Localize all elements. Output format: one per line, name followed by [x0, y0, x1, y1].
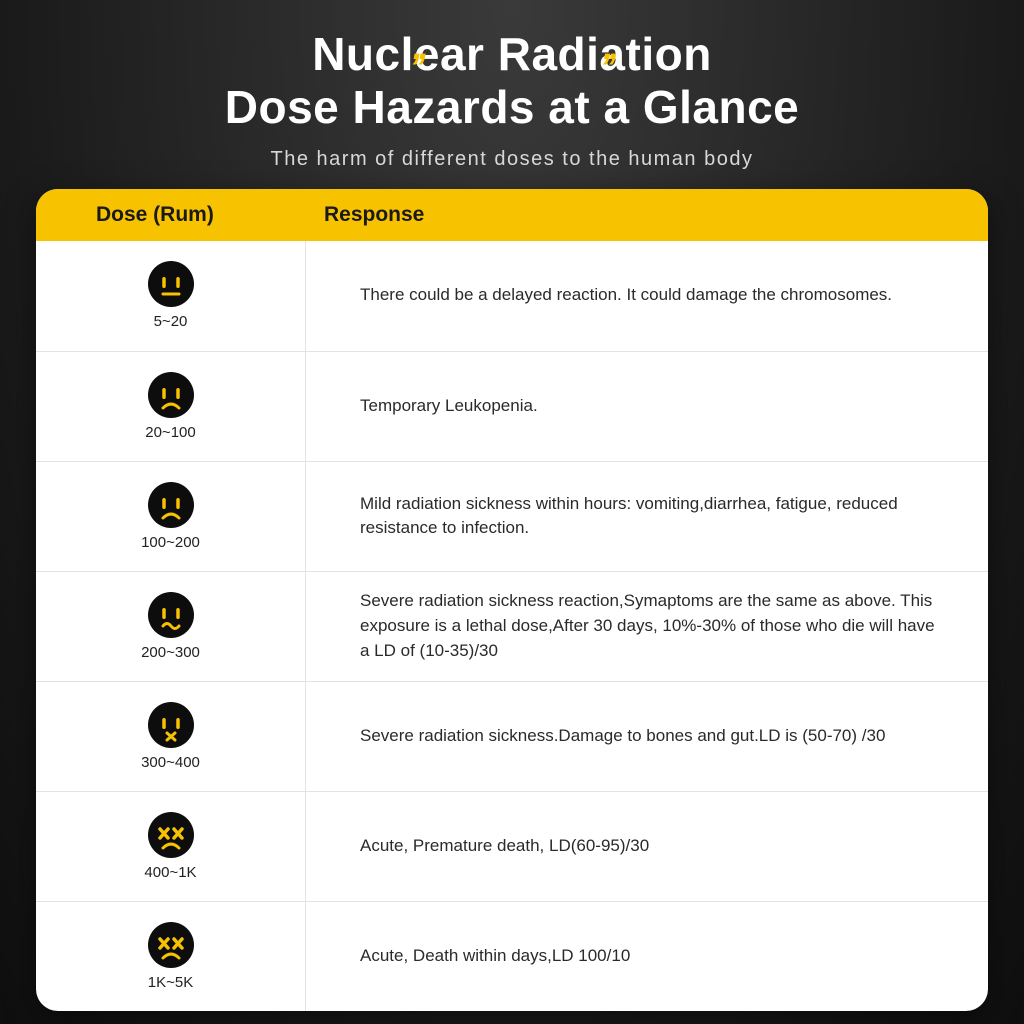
- face-wavy-icon: [148, 592, 194, 638]
- face-dead-icon: [148, 812, 194, 858]
- table-row: 200~300 Severe radiation sickness reacti…: [36, 571, 988, 681]
- face-dead-icon: [148, 922, 194, 968]
- title-wrap: ,, ,, Nuclear Radiation Dose Hazards at …: [225, 28, 799, 134]
- dose-cell: 200~300: [36, 572, 306, 681]
- dose-cell: 100~200: [36, 462, 306, 571]
- dose-label: 5~20: [154, 313, 188, 330]
- table-body: 5~20 There could be a delayed reaction. …: [36, 241, 988, 1011]
- response-cell: Acute, Death within days,LD 100/10: [306, 930, 988, 983]
- quote-left-icon: ,,: [413, 26, 425, 68]
- dose-table-card: Dose (Rum) Response 5~20 There could be …: [36, 189, 988, 1011]
- dose-cell: 5~20: [36, 241, 306, 351]
- dose-cell: 20~100: [36, 352, 306, 461]
- col-header-dose: Dose (Rum): [36, 203, 306, 227]
- title-line-1: Nuclear Radiation: [312, 28, 712, 80]
- table-row: 100~200 Mild radiation sickness within h…: [36, 461, 988, 571]
- dose-cell: 1K~5K: [36, 902, 306, 1011]
- dose-label: 1K~5K: [148, 974, 193, 991]
- response-cell: Mild radiation sickness within hours: vo…: [306, 478, 988, 555]
- dose-label: 200~300: [141, 644, 200, 661]
- response-cell: Severe radiation sickness.Damage to bone…: [306, 710, 988, 763]
- response-cell: Severe radiation sickness reaction,Symap…: [306, 575, 988, 677]
- dose-label: 100~200: [141, 534, 200, 551]
- table-row: 400~1K Acute, Premature death, LD(60-95)…: [36, 791, 988, 901]
- table-row: 300~400 Severe radiation sickness.Damage…: [36, 681, 988, 791]
- table-row: 5~20 There could be a delayed reaction. …: [36, 241, 988, 351]
- dose-label: 400~1K: [144, 864, 196, 881]
- dose-cell: 400~1K: [36, 792, 306, 901]
- dose-label: 20~100: [145, 424, 195, 441]
- page-subtitle: The harm of different doses to the human…: [0, 148, 1024, 171]
- table-row: 1K~5K Acute, Death within days,LD 100/10: [36, 901, 988, 1011]
- col-header-response: Response: [306, 203, 988, 227]
- response-cell: There could be a delayed reaction. It co…: [306, 269, 988, 322]
- table-header: Dose (Rum) Response: [36, 189, 988, 241]
- face-sad-icon: [148, 372, 194, 418]
- face-sad-icon: [148, 482, 194, 528]
- response-cell: Acute, Premature death, LD(60-95)/30: [306, 820, 988, 873]
- face-neutral-icon: [148, 261, 194, 307]
- dose-label: 300~400: [141, 754, 200, 771]
- header: ,, ,, Nuclear Radiation Dose Hazards at …: [0, 0, 1024, 189]
- page-title: Nuclear Radiation Dose Hazards at a Glan…: [225, 28, 799, 134]
- face-xmouth-icon: [148, 702, 194, 748]
- dose-cell: 300~400: [36, 682, 306, 791]
- quote-right-icon: ,,: [603, 26, 615, 68]
- response-cell: Temporary Leukopenia.: [306, 380, 988, 433]
- title-line-2: Dose Hazards at a Glance: [225, 81, 799, 133]
- table-row: 20~100 Temporary Leukopenia.: [36, 351, 988, 461]
